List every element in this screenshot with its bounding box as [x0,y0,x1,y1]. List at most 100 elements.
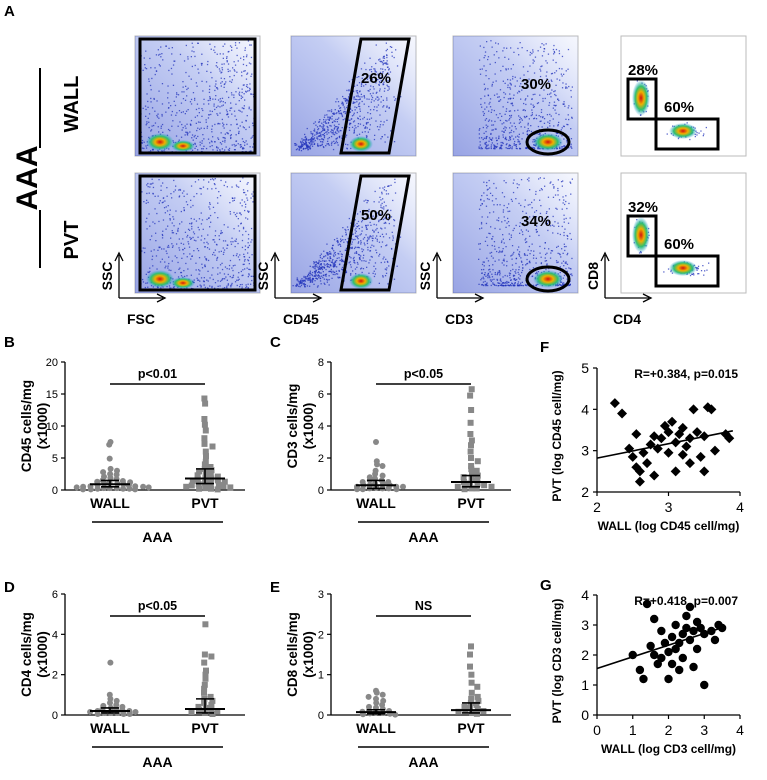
event-dot [165,206,167,208]
event-dot [236,284,238,287]
event-dot [538,234,540,237]
event-dot [218,251,220,253]
event-dot [235,118,238,121]
event-dot [226,60,228,62]
event-dot [345,106,348,109]
event-dot [499,228,501,230]
event-dot [506,275,509,277]
event-dot [501,283,503,285]
event-dot [532,59,534,61]
event-dot [219,150,221,152]
event-dot [234,145,236,147]
event-dot [386,119,388,121]
event-dot [347,99,349,102]
event-dot [371,244,373,246]
event-dot [357,220,360,223]
event-dot [330,135,333,138]
event-dot [248,106,250,108]
event-dot [248,263,250,265]
event-dot [224,240,227,242]
data-point [461,482,468,489]
event-dot [478,258,480,260]
event-dot [322,124,324,126]
event-dot [491,120,493,122]
event-dot [193,218,195,220]
data-point [649,431,660,442]
data-point [379,463,386,469]
event-dot [479,144,481,146]
event-dot [367,121,369,124]
event-dot [362,249,365,251]
event-dot [245,78,248,80]
event-dot [519,143,521,145]
event-dot [374,71,376,73]
event-dot [505,136,507,138]
event-dot [305,278,307,280]
event-dot [315,131,318,133]
event-dot [180,242,182,244]
event-dot [360,267,363,269]
event-dot [330,109,333,111]
event-dot [548,248,550,250]
event-dot [491,124,493,126]
event-dot [142,69,144,71]
event-dot [170,287,172,289]
data-point [469,471,475,477]
hotspot [349,136,373,152]
event-dot [345,134,348,136]
event-dot [497,285,499,287]
event-dot [143,251,146,254]
event-dot [235,134,237,136]
event-dot [555,104,557,107]
event-dot [532,146,534,149]
event-dot [294,144,296,146]
event-dot [237,87,240,89]
event-dot [354,101,356,104]
event-dot [553,51,556,54]
event-dot [489,212,491,214]
event-dot [211,145,213,147]
event-dot [222,278,224,280]
event-dot [241,246,244,249]
event-dot [493,283,495,286]
event-dot [230,137,232,139]
event-dot [545,253,547,256]
event-dot [361,260,363,262]
event-dot [348,129,351,131]
event-dot [176,92,178,94]
event-dot [490,111,492,113]
event-dot [220,85,222,87]
event-dot [357,235,359,237]
event-dot [352,121,355,123]
event-dot [483,274,486,276]
event-dot [351,115,354,117]
event-dot [205,81,208,83]
event-dot [524,99,526,101]
event-dot [354,232,357,234]
event-dot [511,258,513,260]
event-dot [499,278,502,280]
event-dot [499,113,501,115]
event-dot [561,147,563,150]
event-dot [312,278,314,280]
event-dot [208,206,210,208]
event-dot [371,96,374,99]
event-dot [565,200,567,203]
event-dot [158,246,160,248]
event-dot [515,262,517,265]
event-dot [231,237,233,239]
event-dot [487,88,489,90]
event-dot [491,129,493,131]
event-dot [178,110,181,112]
event-dot [527,70,529,73]
data-point [468,455,474,461]
event-dot [489,63,491,65]
event-dot [303,142,306,145]
event-dot [513,144,515,146]
event-dot [509,117,511,120]
event-dot [344,108,346,110]
event-dot [373,230,375,232]
event-dot [195,108,198,111]
event-dot [188,75,190,77]
event-dot [353,261,355,263]
